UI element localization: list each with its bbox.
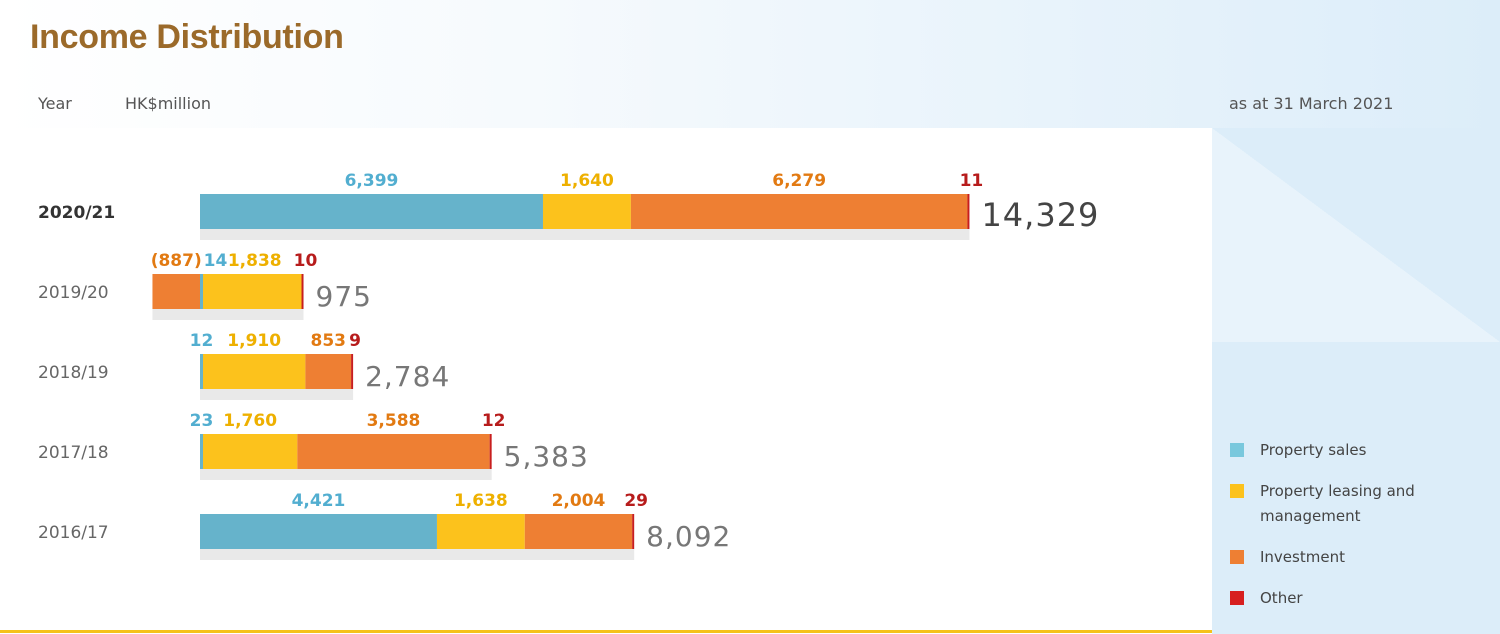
data-label-leasing: 1,760 (223, 411, 277, 431)
total-label: 8,092 (646, 520, 731, 553)
bar-segment-other (301, 274, 304, 309)
bar-segment-investment (630, 194, 968, 229)
data-label-other: 29 (624, 491, 648, 511)
bar-shadow (200, 549, 635, 560)
data-label-property-sales: 6,399 (345, 171, 399, 191)
bar-shadow (200, 229, 970, 240)
data-label-property-sales: 12 (190, 331, 214, 351)
date-label: as at 31 March 2021 (1229, 94, 1394, 113)
bar-segment-investment (305, 354, 352, 389)
category-label: 2020/21 (38, 203, 115, 223)
bar-segment-leasing (203, 434, 298, 469)
data-label-other: 10 (294, 251, 318, 271)
legend-panel-accent (1212, 128, 1500, 342)
legend-label: Property sales (1260, 441, 1367, 459)
category-label: 2018/19 (38, 363, 109, 383)
data-label-other: 9 (349, 331, 361, 351)
legend-swatch-property-sales (1230, 443, 1244, 457)
header-background (0, 0, 1500, 128)
chart-legend: Property sales Property leasing and mana… (1230, 438, 1490, 627)
data-label-investment: 3,588 (367, 411, 421, 431)
data-label-property-sales: 4,421 (292, 491, 346, 511)
category-label: 2017/18 (38, 443, 109, 463)
bar-shadow (200, 469, 492, 480)
bar-segment-investment (524, 514, 633, 549)
total-label: 5,383 (504, 440, 589, 473)
total-label: 975 (316, 280, 372, 313)
bar-segment-other (632, 514, 635, 549)
total-label: 14,329 (981, 196, 1099, 234)
legend-swatch-other (1230, 591, 1244, 605)
bar-segment-investment (297, 434, 490, 469)
data-label-leasing: 1,910 (227, 331, 281, 351)
bar-segment-investment (152, 274, 200, 309)
data-label-leasing: 1,838 (228, 251, 282, 271)
legend-swatch-investment (1230, 550, 1244, 564)
data-label-property-sales: 23 (190, 411, 214, 431)
legend-item-leasing: Property leasing and management (1230, 479, 1490, 529)
legend-swatch-leasing (1230, 484, 1244, 498)
bar-segment-property-sales (200, 434, 203, 469)
bottom-rule (0, 630, 1212, 633)
income-bar-chart: 2020/21 6,399 1,640 6,279 11 14,329 2019/20 (88… (38, 171, 1099, 560)
legend-item-other: Other (1230, 586, 1490, 611)
data-label-other: 12 (482, 411, 506, 431)
total-label: 2,784 (365, 360, 450, 393)
data-label-other: 11 (960, 171, 984, 191)
bar-shadow (152, 309, 304, 320)
bar-segment-leasing (436, 514, 525, 549)
data-label-leasing: 1,640 (560, 171, 614, 191)
data-label-property-sales: 14 (204, 251, 228, 271)
bar-segment-property-sales (200, 354, 203, 389)
bar-segment-property-sales (200, 514, 437, 549)
bar-segment-other (489, 434, 492, 469)
data-label-investment: 6,279 (772, 171, 826, 191)
year-column-label: Year (38, 94, 72, 113)
bar-segment-other (351, 354, 354, 389)
data-label-investment: (887) (151, 251, 202, 271)
bar-segment-property-sales (200, 194, 543, 229)
unit-label: HK$million (125, 94, 211, 113)
chart-title: Income Distribution (30, 18, 344, 56)
data-label-leasing: 1,638 (454, 491, 508, 511)
legend-label: Property leasing and management (1260, 482, 1415, 525)
category-label: 2016/17 (38, 523, 109, 543)
legend-label: Other (1260, 589, 1303, 607)
data-label-investment: 2,004 (552, 491, 606, 511)
bar-segment-property-sales (200, 274, 203, 309)
bar-shadow (200, 389, 354, 400)
legend-item-investment: Investment (1230, 545, 1490, 570)
bar-segment-leasing (542, 194, 631, 229)
category-label: 2019/20 (38, 283, 109, 303)
bar-segment-leasing (203, 274, 302, 309)
bar-segment-leasing (203, 354, 306, 389)
data-label-investment: 853 (310, 331, 346, 351)
legend-label: Investment (1260, 548, 1345, 566)
bar-segment-other (967, 194, 970, 229)
legend-item-property-sales: Property sales (1230, 438, 1490, 463)
